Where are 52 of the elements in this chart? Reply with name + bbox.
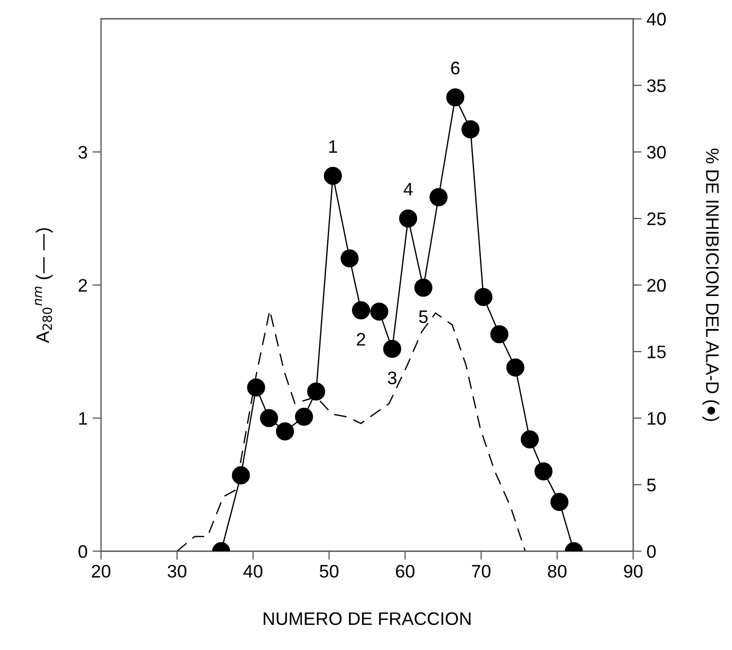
y2-tick-label: 10: [648, 412, 666, 425]
y2-tick-label: 0: [647, 545, 656, 558]
x-tick-label: 60: [396, 564, 414, 578]
annotation: 5: [419, 310, 428, 324]
x-tick-label: 90: [624, 564, 643, 578]
point: [490, 325, 508, 344]
x-axis-title: NUMERO DE FRACCION: [264, 612, 470, 626]
y2-axis-title: % DE INHIBICION DEL ALA-D (●): [702, 148, 720, 421]
point: [383, 340, 402, 358]
point: [399, 209, 418, 228]
point: [260, 409, 278, 428]
y2-tick-label: 35: [647, 79, 666, 92]
point: [534, 462, 552, 480]
point: [414, 278, 432, 297]
y2-tick-label: 25: [647, 212, 666, 226]
annotation: 3: [388, 372, 396, 384]
point: [520, 430, 539, 448]
x-tick-label: 50: [320, 564, 338, 578]
point: [446, 88, 464, 106]
point: [276, 422, 294, 440]
point: [294, 408, 314, 426]
point: [247, 378, 266, 397]
annotation: 6: [451, 62, 460, 74]
y-tick-label: 2: [78, 278, 87, 292]
annotation: 4: [404, 182, 413, 196]
y2-tick-label: 5: [647, 478, 656, 492]
point: [307, 382, 326, 401]
point: [461, 120, 480, 138]
point: [232, 466, 250, 484]
annotation: 2: [356, 332, 366, 346]
x-tick-label: 20: [92, 564, 110, 578]
y2-tick-label: 30: [647, 146, 666, 159]
y-axis-title: A$_{280}$$^{nm}$ (— —): [34, 228, 53, 344]
point: [370, 302, 388, 321]
x-tick-label: 80: [548, 564, 566, 578]
y-tick-label: 0: [78, 545, 88, 558]
point: [550, 492, 568, 511]
x-tick-label: 30: [168, 564, 186, 578]
x-tick-label: 70: [472, 564, 490, 578]
x-tick-label: 40: [243, 564, 262, 578]
y-tick-label: 3: [78, 146, 88, 159]
point: [352, 301, 370, 320]
y2-tick-label: 15: [648, 346, 666, 358]
point: [324, 166, 342, 185]
point: [474, 288, 492, 306]
y-tick-label: 1: [79, 412, 87, 425]
point: [340, 249, 359, 268]
y2-tick-label: 20: [647, 278, 666, 292]
point: [430, 188, 448, 206]
y2-tick-label: 40: [646, 12, 666, 26]
point: [506, 358, 524, 377]
annotation: 1: [329, 140, 338, 153]
